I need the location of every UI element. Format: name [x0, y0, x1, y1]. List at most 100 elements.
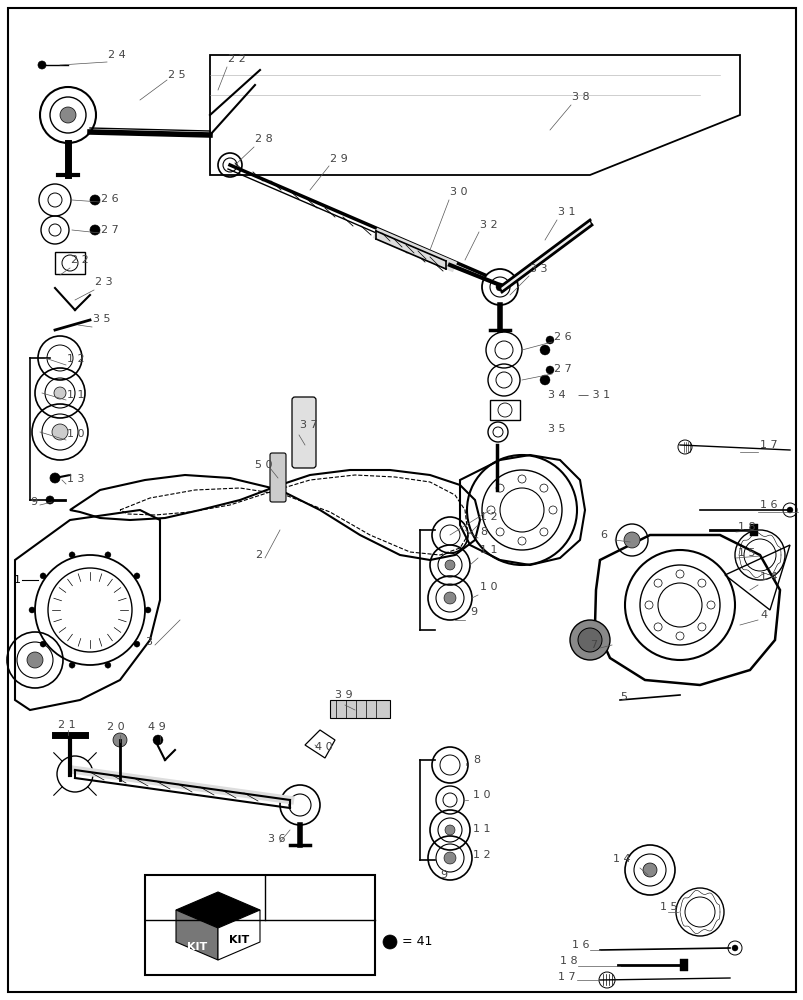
Polygon shape	[176, 910, 218, 960]
Text: 3 3: 3 3	[529, 264, 547, 274]
Circle shape	[27, 652, 43, 668]
Text: 9: 9	[30, 497, 37, 507]
Text: 2: 2	[255, 550, 262, 560]
Polygon shape	[176, 892, 259, 928]
Circle shape	[134, 573, 140, 579]
Text: 2 3: 2 3	[95, 277, 112, 287]
Text: 1 6: 1 6	[759, 500, 777, 510]
Circle shape	[545, 336, 553, 344]
Circle shape	[623, 532, 639, 548]
Text: 3 5: 3 5	[93, 314, 110, 324]
Circle shape	[731, 945, 737, 951]
Circle shape	[29, 607, 35, 613]
Circle shape	[545, 366, 553, 374]
Text: 1 2: 1 2	[472, 850, 490, 860]
Text: 1 0: 1 0	[479, 582, 497, 592]
Text: 5: 5	[619, 692, 626, 702]
Text: 2 7: 2 7	[101, 225, 119, 235]
Text: 3 4: 3 4	[548, 390, 565, 400]
Text: 1 1: 1 1	[472, 824, 490, 834]
Text: 3 2: 3 2	[479, 220, 497, 230]
FancyBboxPatch shape	[270, 453, 286, 502]
Circle shape	[786, 507, 792, 513]
Text: 1 4: 1 4	[612, 854, 630, 864]
Text: 1 0: 1 0	[67, 429, 84, 439]
Text: 4 9: 4 9	[148, 722, 165, 732]
Circle shape	[444, 560, 454, 570]
Text: 3 0: 3 0	[450, 187, 467, 197]
Circle shape	[90, 225, 100, 235]
Circle shape	[46, 496, 54, 504]
Text: 3 9: 3 9	[335, 690, 353, 700]
Text: 1 2: 1 2	[67, 354, 84, 364]
Text: — 3 1: — 3 1	[577, 390, 609, 400]
Text: 4 0: 4 0	[315, 742, 332, 752]
Bar	[489, 400, 520, 420]
Text: 5 0: 5 0	[255, 460, 272, 470]
Polygon shape	[218, 910, 259, 960]
Circle shape	[38, 61, 46, 69]
Text: 1: 1	[14, 575, 21, 585]
Text: 2 6: 2 6	[101, 194, 119, 204]
Text: KIT: KIT	[186, 942, 207, 952]
Circle shape	[60, 107, 76, 123]
Text: 3 7: 3 7	[300, 420, 317, 430]
Circle shape	[443, 592, 455, 604]
Circle shape	[40, 573, 46, 579]
Text: 2 7: 2 7	[553, 364, 571, 374]
Text: 1 7: 1 7	[557, 972, 575, 982]
Circle shape	[382, 935, 397, 949]
Text: 1 4: 1 4	[759, 572, 777, 582]
Text: 2 2: 2 2	[228, 54, 246, 64]
Text: 3 5: 3 5	[548, 424, 565, 434]
Bar	[329, 700, 389, 718]
Circle shape	[69, 662, 75, 668]
Circle shape	[113, 733, 127, 747]
Text: 1 2: 1 2	[479, 512, 497, 522]
Circle shape	[52, 424, 68, 440]
Circle shape	[569, 620, 609, 660]
Circle shape	[40, 641, 46, 647]
Text: = 41: = 41	[402, 935, 432, 948]
Circle shape	[69, 552, 75, 558]
Text: 1 0: 1 0	[472, 790, 490, 800]
Text: 6: 6	[599, 530, 606, 540]
Text: 1 5: 1 5	[737, 548, 755, 558]
Circle shape	[145, 607, 151, 613]
Text: 2 2: 2 2	[71, 255, 88, 265]
Text: 3: 3	[145, 637, 152, 647]
Text: 4: 4	[759, 610, 766, 620]
Text: 2 1: 2 1	[58, 720, 75, 730]
Circle shape	[54, 387, 66, 399]
Text: 3 6: 3 6	[267, 834, 285, 844]
Text: 1 1: 1 1	[479, 545, 497, 555]
Text: 1 8: 1 8	[560, 956, 577, 966]
Circle shape	[443, 852, 455, 864]
Text: KIT: KIT	[229, 935, 249, 945]
Text: 2 9: 2 9	[329, 154, 348, 164]
Circle shape	[577, 628, 601, 652]
Bar	[145, 875, 374, 975]
Bar	[55, 252, 85, 274]
Text: 2 4: 2 4	[108, 50, 125, 60]
Text: 9: 9	[439, 870, 446, 880]
Circle shape	[105, 552, 111, 558]
Text: 1 5: 1 5	[659, 902, 677, 912]
Circle shape	[540, 375, 549, 385]
Text: 1 7: 1 7	[759, 440, 777, 450]
Text: 1 3: 1 3	[67, 474, 84, 484]
Circle shape	[153, 735, 163, 745]
Text: 1 6: 1 6	[571, 940, 589, 950]
Text: 2 6: 2 6	[553, 332, 571, 342]
Text: 8: 8	[472, 755, 479, 765]
Circle shape	[105, 662, 111, 668]
Text: 2 5: 2 5	[168, 70, 185, 80]
Text: 1 1: 1 1	[67, 390, 84, 400]
Polygon shape	[499, 220, 591, 292]
Text: 9: 9	[470, 607, 476, 617]
FancyBboxPatch shape	[291, 397, 316, 468]
Text: 7: 7	[589, 640, 597, 650]
Text: 1 8: 1 8	[737, 522, 755, 532]
Circle shape	[90, 195, 100, 205]
Text: 2 8: 2 8	[255, 134, 272, 144]
